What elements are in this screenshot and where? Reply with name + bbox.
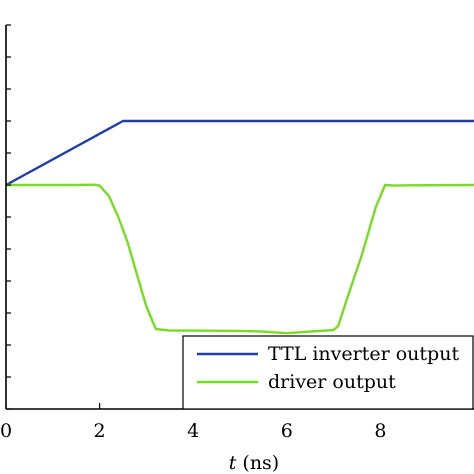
x-tick-label-1: 2 bbox=[94, 420, 106, 442]
legend: TTL inverter output driver output bbox=[182, 335, 474, 410]
x-axis-label: t (ns) bbox=[229, 452, 279, 474]
legend-label-ttl: TTL inverter output bbox=[268, 343, 459, 365]
x-tick-label-4: 8 bbox=[374, 420, 386, 442]
plot-lines bbox=[5, 119, 474, 335]
series-line-0 bbox=[5, 119, 474, 187]
legend-label-driver: driver output bbox=[268, 371, 396, 393]
ticks: 0 2 4 6 8 bbox=[0, 24, 386, 442]
x-tick-label-3: 6 bbox=[281, 420, 293, 442]
x-tick-label-0: 0 bbox=[0, 420, 12, 442]
series-line-1 bbox=[6, 183, 474, 335]
x-tick-label-2: 4 bbox=[187, 420, 199, 442]
legend-box bbox=[182, 335, 474, 410]
